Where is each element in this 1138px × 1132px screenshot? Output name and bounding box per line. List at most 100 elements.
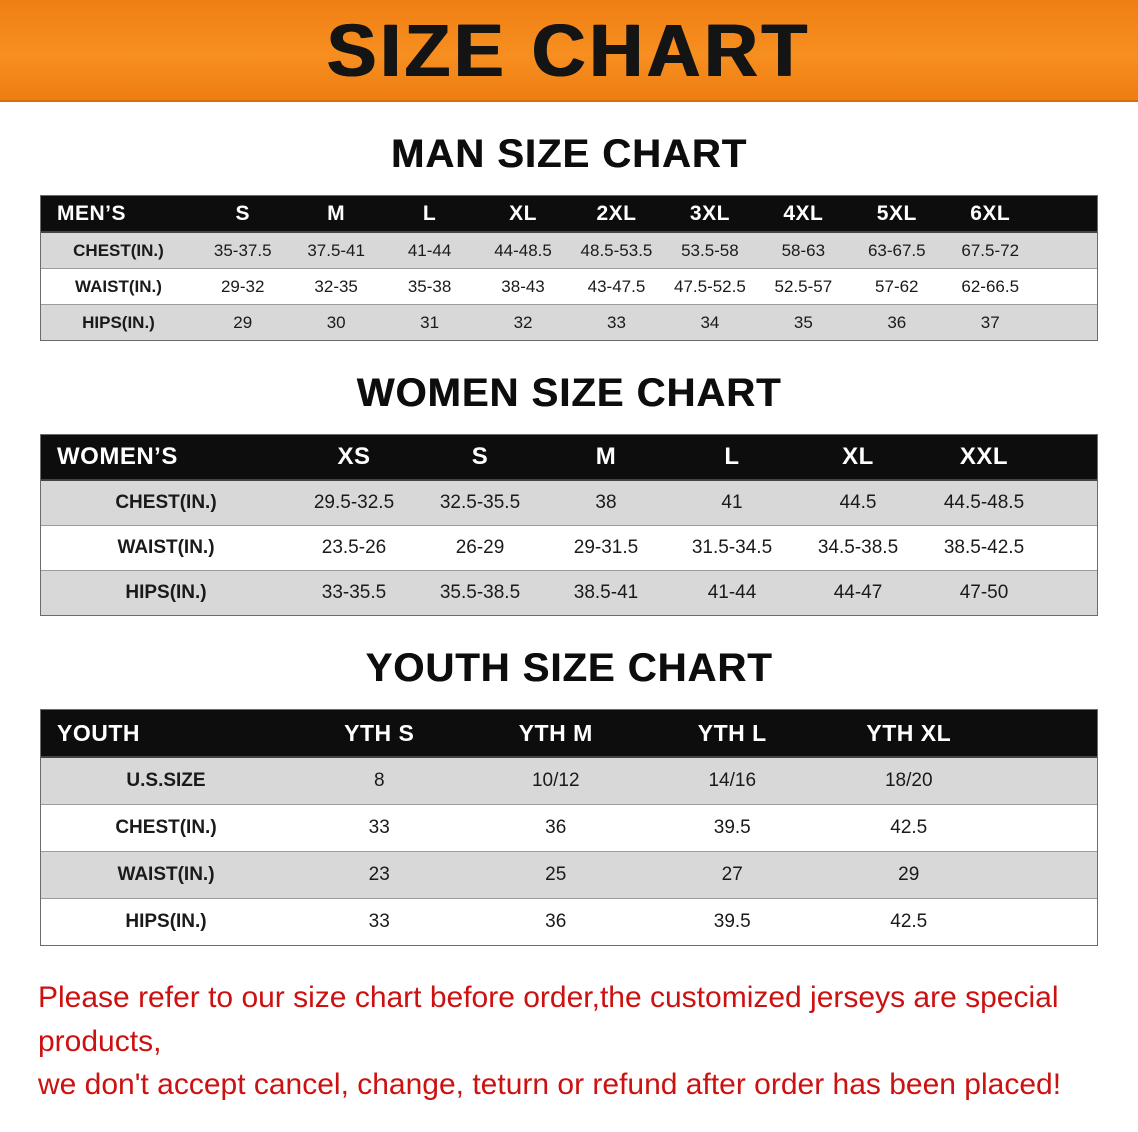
value-cell: 26-29 bbox=[455, 537, 505, 558]
value-cell: 10/12 bbox=[531, 770, 580, 791]
value-cell: 48.5-53.5 bbox=[580, 240, 653, 260]
size-column-header: YTH L bbox=[697, 719, 767, 746]
value-cell: 41 bbox=[721, 492, 743, 513]
value-cell: 29-32 bbox=[220, 276, 265, 296]
row-label: HIPS(IN.) bbox=[125, 582, 207, 603]
youth-header-row: YOUTH YTH S YTH M YTH L YTH XL bbox=[41, 710, 1097, 758]
value-cell: 36 bbox=[545, 817, 567, 838]
youth-size-table: YOUTH YTH S YTH M YTH L YTH XL U.S.SIZE … bbox=[40, 709, 1098, 946]
men-header-label: MEN’S bbox=[57, 201, 127, 225]
value-cell: 44.5-48.5 bbox=[943, 492, 1025, 513]
value-cell: 33-35.5 bbox=[321, 582, 387, 603]
women-size-chart-section: WOMEN SIZE CHART WOMEN’S XS S M L XL XXL… bbox=[0, 371, 1138, 616]
row-label: HIPS(IN.) bbox=[125, 911, 207, 932]
value-cell: 23.5-26 bbox=[321, 537, 387, 558]
men-size-table: MEN’S S M L XL 2XL 3XL 4XL 5XL 6XL CHEST… bbox=[40, 195, 1098, 341]
value-cell: 52.5-57 bbox=[774, 276, 833, 296]
value-cell: 23 bbox=[368, 864, 390, 885]
value-cell: 44-47 bbox=[833, 582, 883, 603]
footer-notice: Please refer to our size chart before or… bbox=[38, 976, 1100, 1107]
men-section-heading: MAN SIZE CHART bbox=[390, 132, 748, 176]
value-cell: 29.5-32.5 bbox=[313, 492, 395, 513]
table-row: CHEST(IN.) 29.5-32.5 32.5-35.5 38 41 44.… bbox=[41, 481, 1097, 526]
size-column-header: 6XL bbox=[970, 201, 1011, 225]
value-cell: 18/20 bbox=[884, 770, 933, 791]
value-cell: 63-67.5 bbox=[867, 240, 926, 260]
men-size-chart-section: MAN SIZE CHART MEN’S S M L XL 2XL 3XL 4X… bbox=[0, 132, 1138, 341]
value-cell: 41-44 bbox=[407, 240, 452, 260]
table-row: HIPS(IN.) 29 30 31 32 33 34 35 36 37 bbox=[41, 305, 1097, 340]
value-cell: 38 bbox=[595, 492, 617, 513]
value-cell: 36 bbox=[887, 312, 907, 332]
value-cell: 44-48.5 bbox=[494, 240, 552, 260]
value-cell: 35-38 bbox=[407, 276, 452, 296]
value-cell: 42.5 bbox=[890, 817, 928, 838]
value-cell: 38.5-41 bbox=[573, 582, 639, 603]
row-label: CHEST(IN.) bbox=[73, 240, 164, 260]
value-cell: 35.5-38.5 bbox=[439, 582, 521, 603]
value-cell: 39.5 bbox=[713, 817, 751, 838]
value-cell: 32-35 bbox=[314, 276, 358, 296]
value-cell: 38.5-42.5 bbox=[943, 537, 1025, 558]
row-label: U.S.SIZE bbox=[126, 770, 206, 791]
value-cell: 32.5-35.5 bbox=[439, 492, 521, 513]
size-column-header: S bbox=[235, 201, 250, 225]
women-size-table: WOMEN’S XS S M L XL XXL CHEST(IN.) 29.5-… bbox=[40, 434, 1098, 616]
notice-line-2: we don't accept cancel, change, teturn o… bbox=[38, 1068, 1062, 1101]
size-chart-page: SIZE CHART MAN SIZE CHART MEN’S S M L XL… bbox=[0, 0, 1138, 1107]
value-cell: 36 bbox=[545, 911, 567, 932]
value-cell: 8 bbox=[373, 770, 385, 791]
youth-section-heading: YOUTH SIZE CHART bbox=[365, 646, 773, 690]
value-cell: 44.5 bbox=[839, 492, 877, 513]
size-column-header: 5XL bbox=[876, 201, 917, 225]
value-cell: 33 bbox=[368, 817, 390, 838]
value-cell: 14/16 bbox=[708, 770, 757, 791]
table-row: HIPS(IN.) 33 36 39.5 42.5 bbox=[41, 899, 1097, 945]
value-cell: 34 bbox=[700, 312, 720, 332]
table-row: WAIST(IN.) 23 25 27 29 bbox=[41, 852, 1097, 899]
value-cell: 35-37.5 bbox=[213, 240, 272, 260]
value-cell: 67.5-72 bbox=[961, 240, 1020, 260]
value-cell: 53.5-58 bbox=[681, 240, 739, 260]
value-cell: 43-47.5 bbox=[587, 276, 646, 296]
row-label: CHEST(IN.) bbox=[115, 492, 217, 513]
row-label: HIPS(IN.) bbox=[82, 312, 155, 332]
value-cell: 38-43 bbox=[501, 276, 545, 296]
size-column-header: XS bbox=[337, 443, 371, 470]
row-label: CHEST(IN.) bbox=[115, 817, 217, 838]
value-cell: 57-62 bbox=[875, 276, 919, 296]
value-cell: 34.5-38.5 bbox=[817, 537, 899, 558]
value-cell: 39.5 bbox=[713, 911, 751, 932]
value-cell: 42.5 bbox=[890, 911, 928, 932]
size-column-header: XXL bbox=[959, 443, 1009, 470]
value-cell: 33 bbox=[607, 312, 626, 332]
notice-line-1: Please refer to our size chart before or… bbox=[38, 981, 1059, 1058]
value-cell: 29 bbox=[898, 864, 920, 885]
value-cell: 58-63 bbox=[781, 240, 826, 260]
value-cell: 31.5-34.5 bbox=[691, 537, 773, 558]
row-label: WAIST(IN.) bbox=[75, 276, 162, 296]
size-column-header: S bbox=[471, 443, 489, 470]
value-cell: 29-31.5 bbox=[573, 537, 639, 558]
table-row: CHEST(IN.) 33 36 39.5 42.5 bbox=[41, 805, 1097, 852]
size-column-header: M bbox=[327, 201, 346, 225]
size-column-header: L bbox=[422, 201, 437, 225]
size-column-header: 4XL bbox=[783, 201, 824, 225]
value-cell: 37 bbox=[980, 312, 1000, 332]
women-header-label: WOMEN’S bbox=[57, 443, 178, 470]
value-cell: 47.5-52.5 bbox=[673, 276, 746, 296]
size-column-header: XL bbox=[842, 443, 874, 470]
table-row: WAIST(IN.) 23.5-26 26-29 29-31.5 31.5-34… bbox=[41, 526, 1097, 571]
value-cell: 31 bbox=[420, 312, 440, 332]
table-row: CHEST(IN.) 35-37.5 37.5-41 41-44 44-48.5… bbox=[41, 233, 1097, 269]
value-cell: 27 bbox=[721, 864, 743, 885]
size-column-header: 3XL bbox=[689, 201, 730, 225]
youth-header-label: YOUTH bbox=[57, 719, 140, 746]
row-label: WAIST(IN.) bbox=[117, 537, 215, 558]
size-column-header: YTH M bbox=[518, 719, 593, 746]
youth-size-chart-section: YOUTH SIZE CHART YOUTH YTH S YTH M YTH L… bbox=[0, 646, 1138, 946]
size-column-header: L bbox=[724, 443, 740, 470]
size-column-header: 2XL bbox=[596, 201, 637, 225]
value-cell: 35 bbox=[793, 312, 813, 332]
women-header-row: WOMEN’S XS S M L XL XXL bbox=[41, 435, 1097, 481]
